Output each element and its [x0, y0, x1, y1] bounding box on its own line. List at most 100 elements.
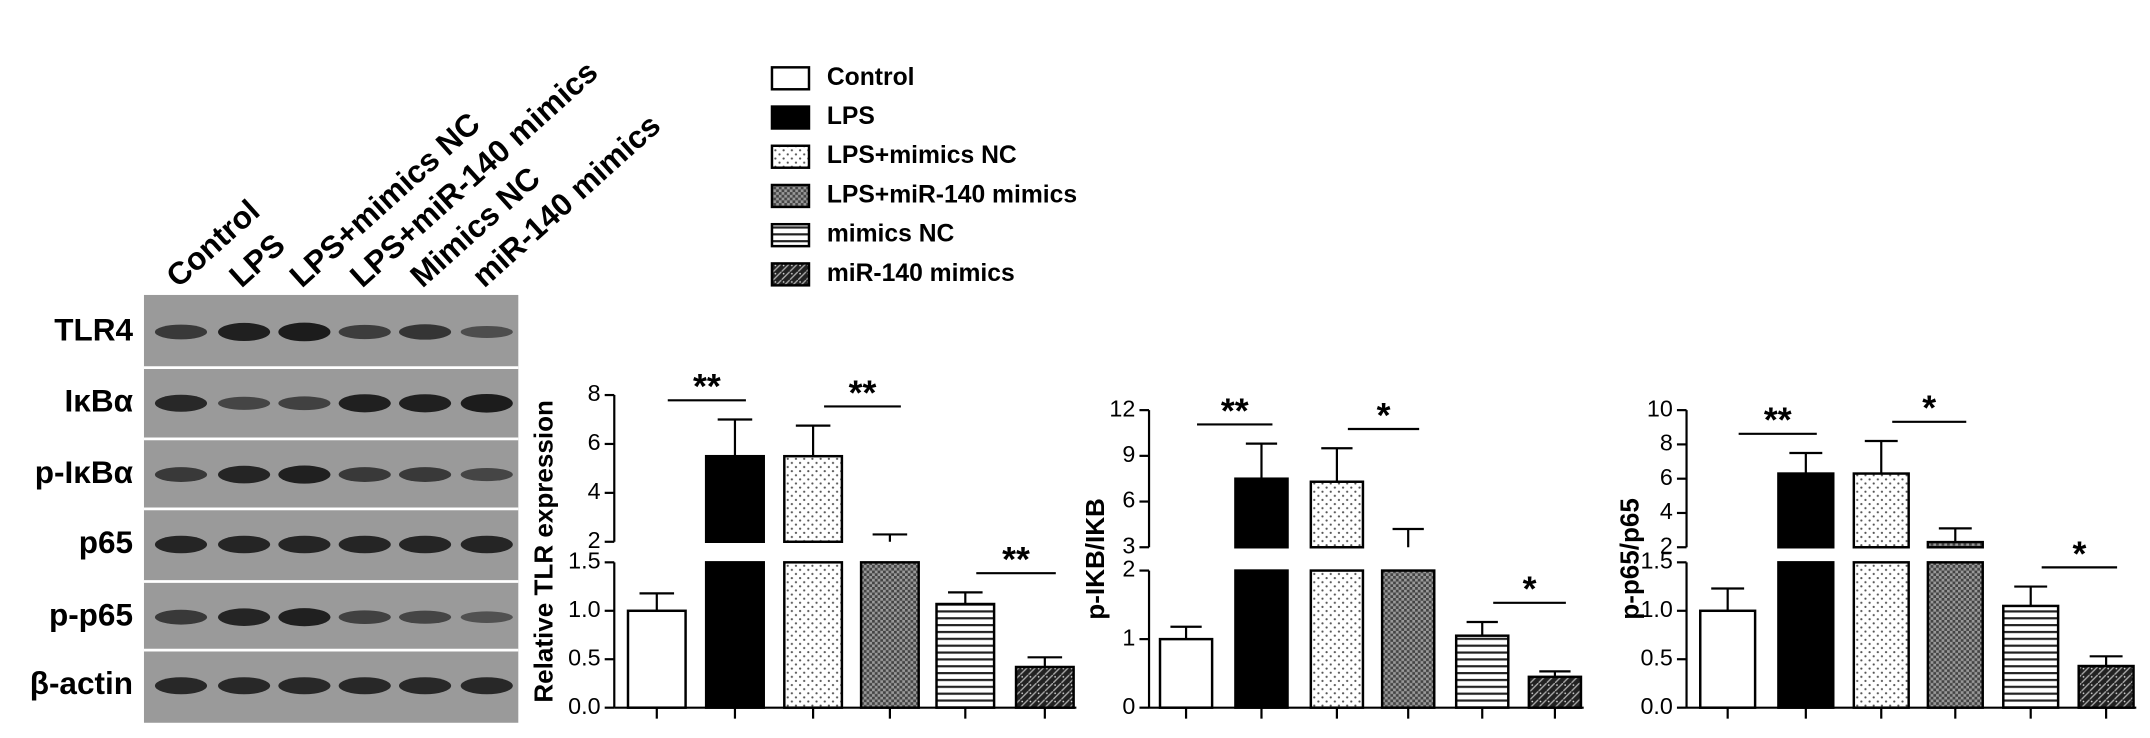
band: [338, 324, 391, 340]
bar-upper: [1777, 472, 1835, 549]
significance-label: *: [2072, 534, 2086, 574]
bar-upper: [1234, 477, 1289, 549]
bar: [783, 561, 844, 709]
band: [399, 677, 452, 695]
bar: [704, 561, 765, 709]
band: [460, 325, 513, 339]
band: [460, 535, 513, 554]
bar: [1158, 637, 1214, 709]
band: [460, 611, 513, 623]
legend-swatch: [770, 144, 811, 169]
row-label: IκBα: [65, 383, 134, 419]
legend-swatch: [770, 183, 811, 209]
y-tick-label: 6: [1660, 464, 1673, 490]
legend-label: LPS: [827, 103, 875, 130]
bar: [1454, 634, 1510, 709]
bar-chart: 0.0 0.5 1.0 1.52 4 6 8 Relative TLR expression *…: [529, 367, 1077, 719]
band: [218, 465, 271, 484]
y-tick-label: 12: [1109, 395, 1135, 421]
band: [278, 608, 331, 627]
legend-swatch: [770, 262, 811, 287]
bar: [1380, 569, 1436, 709]
bar-upper: [1309, 480, 1365, 549]
y-tick-label: 9: [1122, 441, 1135, 467]
bar-upper: [704, 454, 765, 544]
bar: [626, 609, 687, 709]
y-tick-label: 6: [588, 429, 601, 455]
legend-label: LPS+miR-140 mimics: [827, 181, 1077, 208]
y-tick-label: 1.0: [568, 596, 600, 622]
band: [218, 535, 271, 554]
y-tick-label: 2: [588, 527, 601, 553]
band: [399, 394, 452, 413]
bar: [1527, 675, 1583, 709]
band: [399, 467, 452, 482]
significance-label: *: [1523, 569, 1537, 609]
band: [338, 535, 391, 554]
bar: [2002, 604, 2060, 709]
band: [399, 324, 452, 340]
y-tick-label: 3: [1122, 532, 1135, 558]
row-label: p-IκBα: [35, 454, 134, 490]
y-axis-label: p-p65/p65: [1615, 498, 1645, 620]
row-label: β-actin: [30, 665, 133, 701]
bar: [1699, 609, 1757, 709]
band: [278, 677, 331, 695]
band: [154, 609, 208, 625]
legend-swatch: [770, 105, 811, 130]
band: [154, 535, 208, 554]
significance-label: *: [1377, 395, 1391, 435]
y-tick-label: 10: [1647, 395, 1673, 421]
charts: 0.0 0.5 1.0 1.5 2 4 6 8 Relative TLR expression *…: [529, 367, 2137, 719]
band: [218, 608, 271, 626]
y-tick-label: 6: [1122, 487, 1135, 513]
bar-upper: [1926, 540, 1984, 549]
bar-upper: [783, 454, 844, 544]
bar: [1234, 569, 1289, 709]
bar: [1014, 665, 1075, 709]
band: [338, 677, 391, 695]
legend-label: Control: [827, 64, 915, 91]
significance-label: **: [1002, 540, 1030, 580]
y-tick-label: 1.0: [1640, 596, 1672, 622]
band: [278, 465, 331, 484]
legend-label: miR-140 mimics: [827, 260, 1015, 287]
bar: [1309, 569, 1365, 709]
band: [154, 467, 208, 482]
band: [278, 535, 331, 554]
significance-label: **: [1764, 400, 1792, 440]
row-label: p65: [79, 524, 133, 560]
y-tick-label: 0: [1122, 693, 1135, 719]
y-tick-label: 0.0: [568, 693, 600, 719]
y-tick-label: 0.5: [1640, 644, 1672, 670]
band: [399, 535, 452, 554]
band: [278, 396, 331, 411]
y-tick-label: 4: [588, 478, 601, 504]
y-tick-label: 8: [588, 380, 601, 406]
y-tick-label: 0.5: [568, 644, 600, 670]
band: [338, 394, 391, 413]
legend: Control LPS LPS+mimics NC LPS+miR-140 mimic…: [770, 64, 1077, 287]
legend-swatch: [770, 222, 811, 248]
band: [154, 324, 208, 340]
row-label: p-p65: [49, 597, 133, 633]
y-axis-label: Relative TLR expression: [529, 400, 559, 703]
band: [460, 677, 513, 695]
y-tick-label: 0.0: [1640, 693, 1672, 719]
y-axis-label: p-IKB/IKB: [1080, 498, 1110, 620]
legend-label: mimics NC: [827, 221, 955, 248]
bar: [859, 561, 920, 709]
bar: [935, 602, 996, 709]
legend-label: LPS+mimics NC: [827, 142, 1017, 169]
band: [460, 393, 513, 413]
band: [218, 677, 271, 695]
band: [338, 610, 391, 625]
bar: [2077, 664, 2135, 709]
y-tick-label: 1.5: [1640, 547, 1672, 573]
band: [218, 396, 271, 410]
band: [218, 322, 271, 342]
band: [278, 322, 331, 342]
bar: [1777, 561, 1835, 709]
